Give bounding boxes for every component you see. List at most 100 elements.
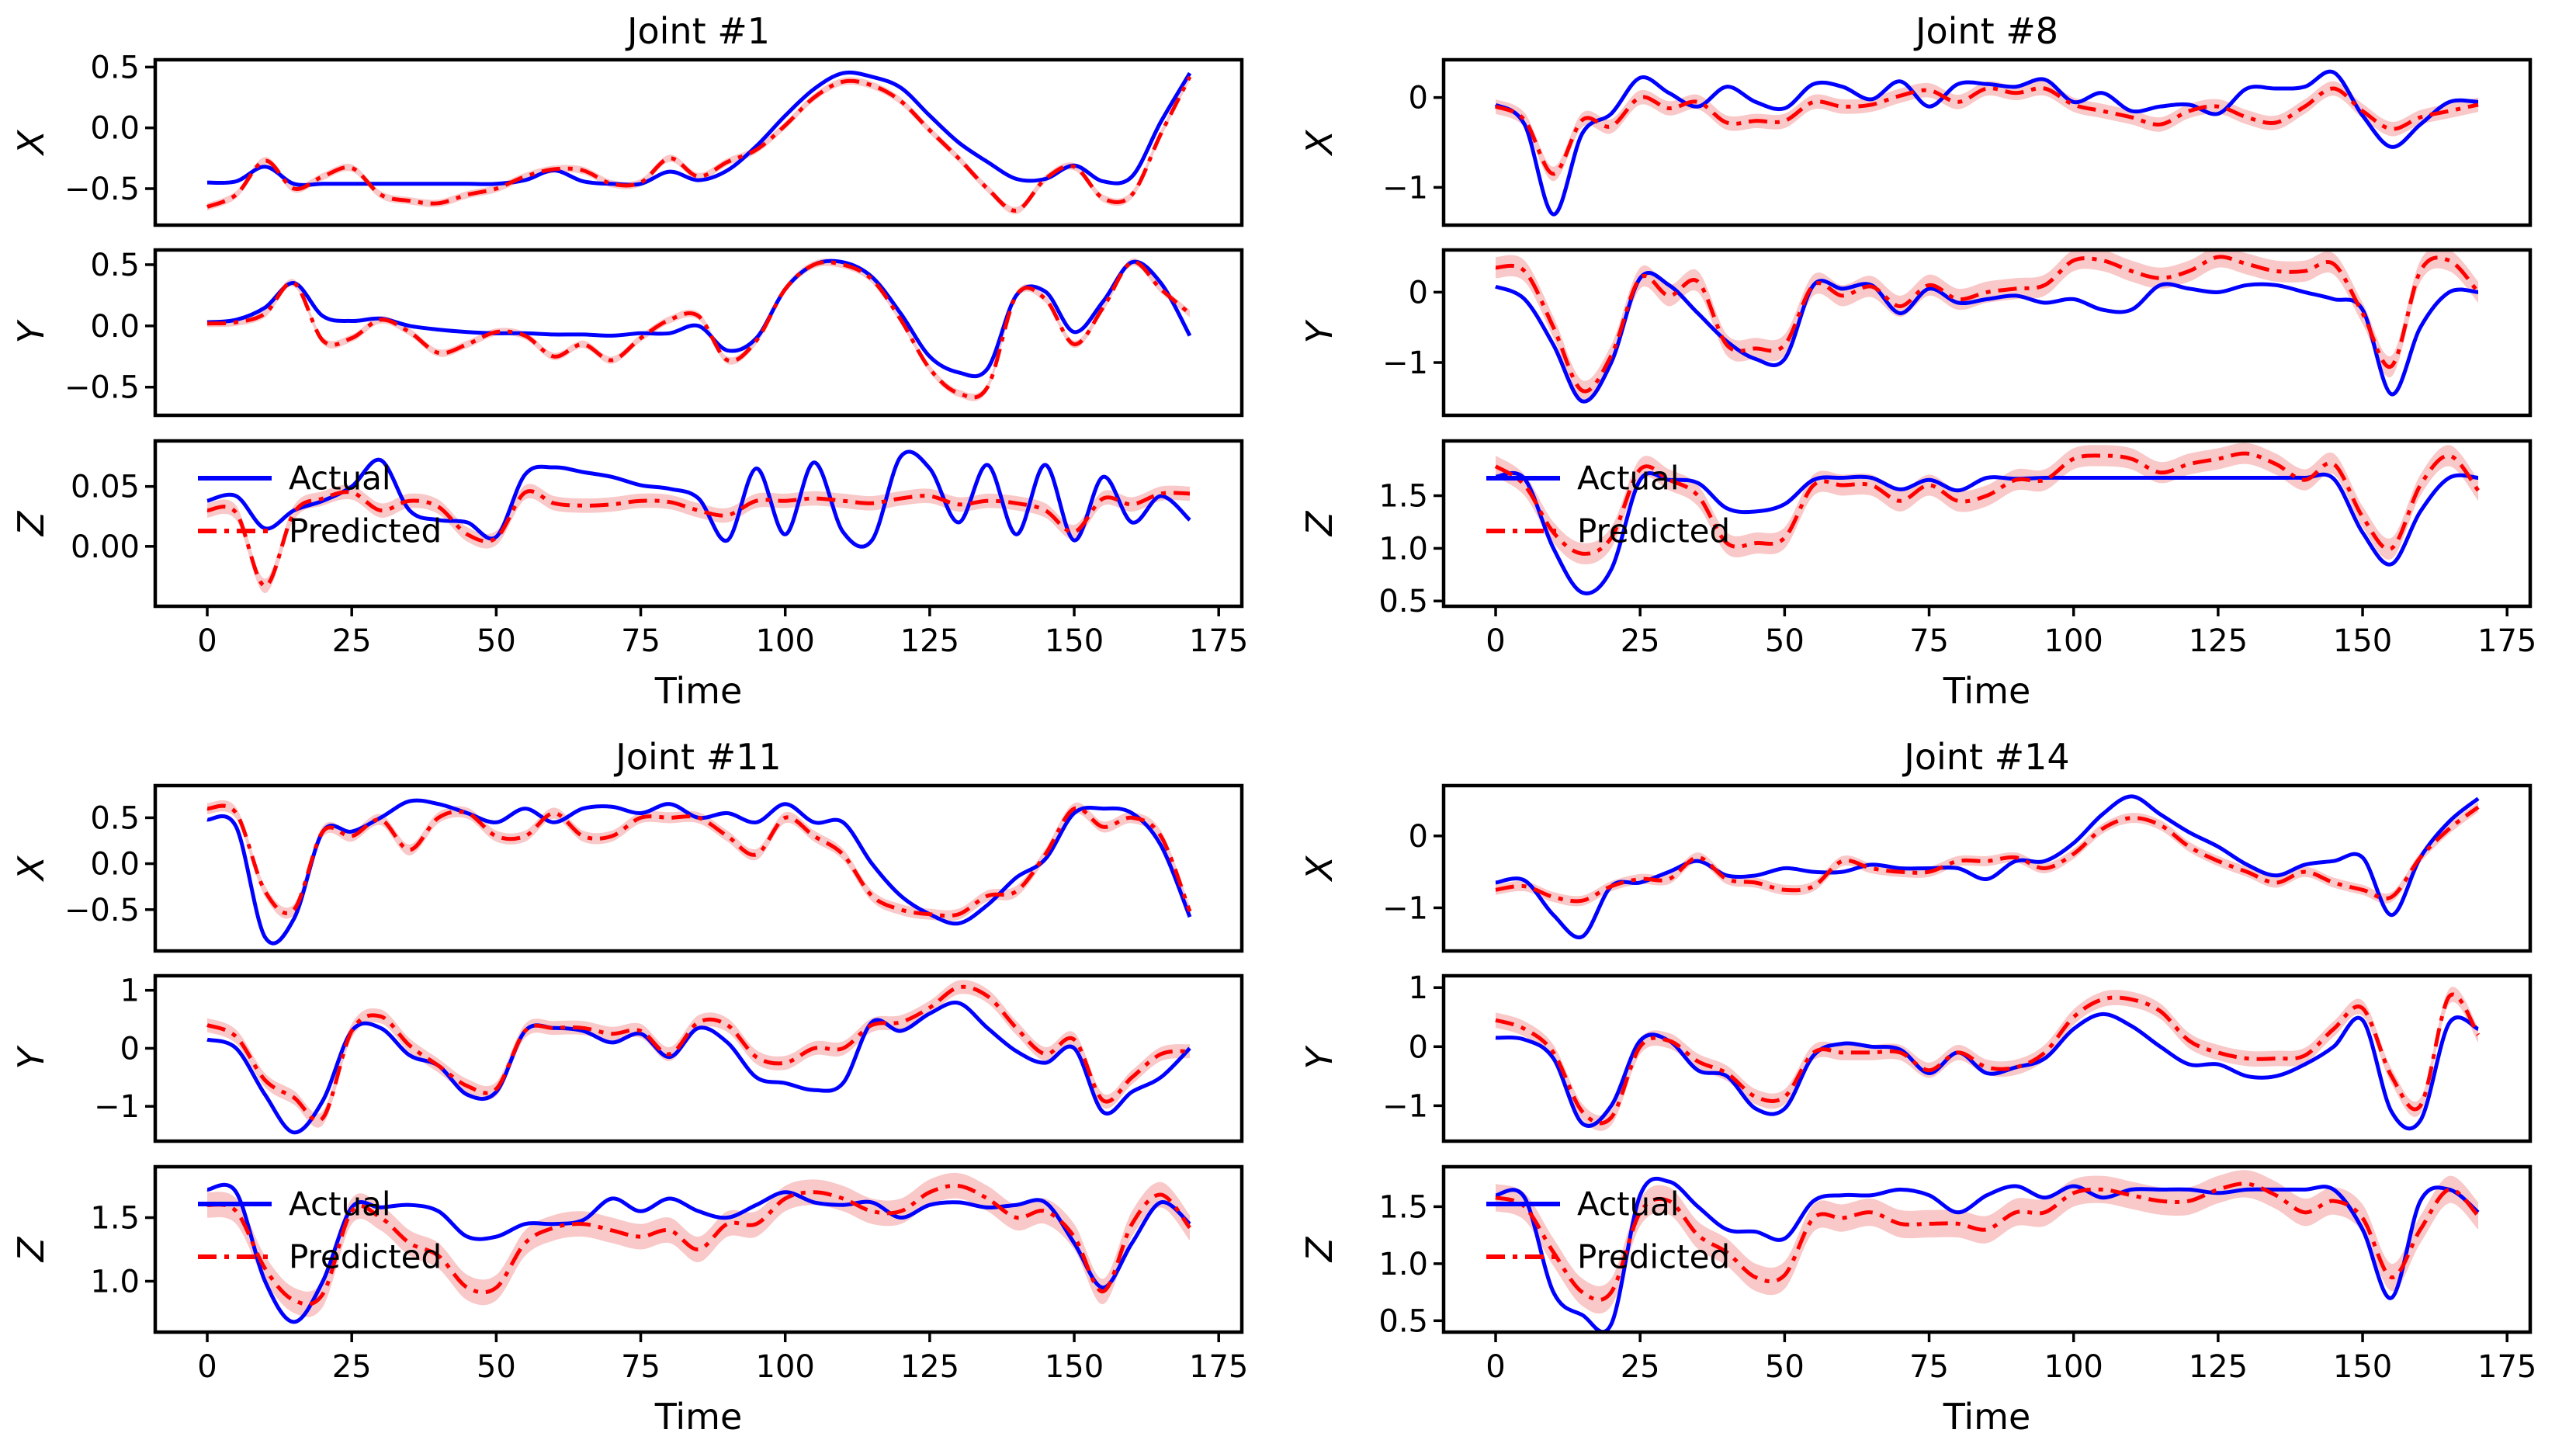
x-tick-label: 100 bbox=[756, 623, 815, 659]
legend-actual-label: Actual bbox=[289, 1185, 391, 1223]
subplot-y: 0 −1 Y bbox=[1298, 248, 2533, 418]
predicted-line bbox=[1495, 255, 2480, 394]
plot-area bbox=[206, 70, 1192, 215]
plot-area bbox=[206, 798, 1192, 946]
y-tick-label: 0.5 bbox=[1378, 1303, 1428, 1339]
panel-title: Joint #11 bbox=[613, 736, 781, 778]
actual-line bbox=[1494, 271, 2479, 404]
y-axis-label: Y bbox=[10, 319, 52, 344]
subplot-z: 1.5 1.0 0.5 Z Actual Predicted 0 25 50 75 100 125 15… bbox=[1298, 439, 2536, 712]
plot-area bbox=[1495, 794, 2480, 940]
y-tick-label: 0 bbox=[1409, 1029, 1428, 1065]
x-axis-title: Time bbox=[1943, 670, 2031, 712]
plot-frame bbox=[153, 1164, 1244, 1334]
confidence-band bbox=[1496, 81, 2478, 182]
actual-line bbox=[206, 1001, 1191, 1135]
x-tick-label: 50 bbox=[1765, 623, 1805, 659]
legend: Actual Predicted bbox=[198, 460, 442, 550]
y-tick-label: 0.5 bbox=[90, 248, 140, 283]
x-tick-label: 175 bbox=[2477, 1349, 2536, 1385]
x-tick-label: 150 bbox=[2333, 1349, 2392, 1385]
x-tick-label: 75 bbox=[621, 623, 660, 659]
subplot-z: 0.05 0.00 Z Actual Predicted 0 25 50 75 100 125 150… bbox=[10, 439, 1248, 712]
y-tick-label: 0.5 bbox=[1378, 584, 1428, 619]
y-axis-label: Y bbox=[10, 1045, 52, 1070]
plot-frame bbox=[153, 439, 1244, 609]
x-tick-label: 175 bbox=[1189, 1349, 1248, 1385]
predicted-line bbox=[206, 1183, 1191, 1306]
y-tick-label: 0.5 bbox=[90, 50, 140, 85]
plot-area bbox=[1494, 69, 2479, 217]
plot-area bbox=[1495, 987, 2481, 1131]
plot-area bbox=[1494, 250, 2480, 404]
subplot-x: 0.5 0.0 −0.5 X bbox=[10, 783, 1244, 953]
plot-frame bbox=[153, 57, 1244, 227]
x-tick-label: 0 bbox=[197, 1349, 217, 1385]
y-tick-label: 1.5 bbox=[1378, 1189, 1428, 1225]
y-tick-label: −1 bbox=[1382, 170, 1428, 206]
plot-frame bbox=[153, 973, 1244, 1143]
subplot-x: 0.5 0.0 −0.5 X bbox=[10, 50, 1244, 227]
legend: Actual Predicted bbox=[198, 1185, 442, 1276]
y-axis-label: X bbox=[10, 129, 52, 156]
legend-predicted-label: Predicted bbox=[1577, 1238, 1730, 1276]
y-tick-label: −0.5 bbox=[64, 893, 140, 928]
predicted-line bbox=[206, 803, 1192, 918]
legend-predicted-label: Predicted bbox=[289, 1238, 442, 1276]
y-axis-label: X bbox=[1298, 129, 1340, 156]
y-tick-label: −1 bbox=[1382, 345, 1428, 381]
x-tick-label: 50 bbox=[477, 623, 516, 659]
x-tick-label: 100 bbox=[756, 1349, 815, 1385]
x-tick-label: 0 bbox=[197, 623, 217, 659]
y-tick-label: −0.5 bbox=[64, 172, 140, 207]
actual-line bbox=[206, 259, 1192, 379]
subplot-z: 1.5 1.0 0.5 Z Actual Predicted 0 25 50 75 100 125 15… bbox=[1298, 1164, 2536, 1438]
y-tick-label: 1.0 bbox=[1378, 531, 1428, 567]
predicted-line bbox=[1495, 805, 2480, 904]
predicted-line bbox=[206, 75, 1192, 213]
confidence-band bbox=[207, 1172, 1190, 1317]
x-tick-label: 150 bbox=[1045, 623, 1104, 659]
actual-line bbox=[1495, 470, 2479, 595]
x-tick-label: 75 bbox=[1909, 1349, 1949, 1385]
plot-frame bbox=[1441, 973, 2533, 1143]
plot-frame bbox=[1441, 248, 2533, 418]
x-tick-label: 25 bbox=[1621, 623, 1660, 659]
confidence-band bbox=[1496, 1170, 2478, 1314]
subplot-x: 0 −1 X bbox=[1298, 783, 2533, 953]
subplot-x: 0 −1 X bbox=[1298, 57, 2533, 227]
x-tick-label: 0 bbox=[1486, 1349, 1505, 1385]
y-tick-label: −1 bbox=[1382, 1088, 1428, 1124]
x-tick-label: 25 bbox=[332, 623, 372, 659]
panel-title: Joint #1 bbox=[625, 10, 770, 52]
predicted-line bbox=[1495, 992, 2481, 1126]
predicted-line bbox=[1494, 451, 2481, 556]
plot-area bbox=[206, 980, 1191, 1135]
subplot-y: 1 0 −1 Y bbox=[1298, 970, 2533, 1143]
y-tick-label: 0.5 bbox=[90, 800, 140, 836]
x-tick-label: 50 bbox=[1765, 1349, 1805, 1385]
plot-frame bbox=[153, 783, 1244, 953]
x-axis-title: Time bbox=[654, 670, 743, 712]
actual-line bbox=[206, 449, 1191, 549]
subplot-z: 1.5 1.0 Z Actual Predicted 0 25 50 75 100 125 150 17… bbox=[10, 1164, 1248, 1438]
x-tick-label: 75 bbox=[1909, 623, 1949, 659]
y-tick-label: 0.00 bbox=[71, 529, 140, 565]
panel-joint-1: Joint #1 0.5 0.0 −0.5 X 0.5 0.0 −0.5 Y 0.05 0.00 Z A… bbox=[10, 10, 1248, 712]
y-tick-label: 1.0 bbox=[1378, 1247, 1428, 1282]
y-axis-label: Y bbox=[1298, 319, 1340, 344]
actual-line bbox=[1494, 69, 2479, 217]
predicted-line bbox=[206, 260, 1191, 400]
y-tick-label: 0 bbox=[1409, 275, 1428, 311]
panel-title: Joint #8 bbox=[1913, 10, 2058, 52]
actual-line bbox=[206, 1182, 1191, 1324]
plot-area bbox=[1495, 1170, 2480, 1332]
x-tick-label: 175 bbox=[1189, 623, 1248, 659]
y-tick-label: 1 bbox=[120, 973, 140, 1009]
y-tick-label: 0 bbox=[120, 1031, 140, 1067]
y-tick-label: 0.0 bbox=[90, 111, 140, 147]
actual-line bbox=[206, 70, 1192, 187]
predicted-line bbox=[1494, 86, 2479, 176]
confidence-band bbox=[1496, 442, 2478, 564]
confidence-band bbox=[207, 73, 1190, 215]
